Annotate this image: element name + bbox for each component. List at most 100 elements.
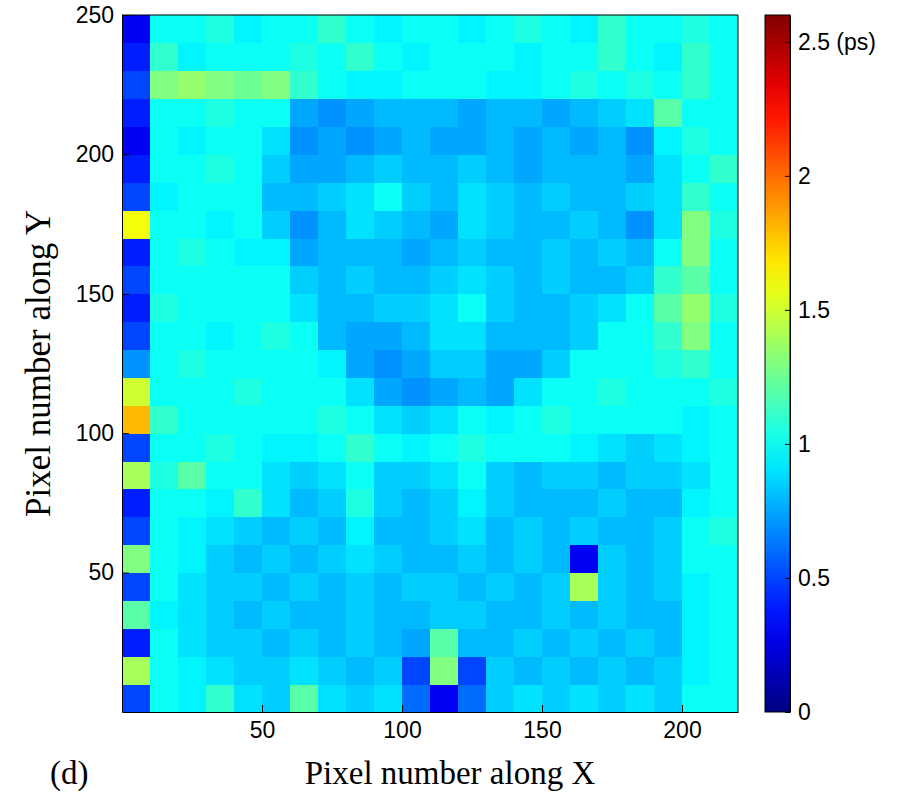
heat-cell: [654, 43, 683, 71]
heat-cell: [626, 433, 655, 461]
heat-cell: [570, 517, 599, 545]
colorbar-tick-label: 1.5: [798, 297, 830, 323]
heat-cell: [178, 545, 207, 573]
heat-cell: [346, 656, 375, 684]
heat-cell: [486, 182, 515, 210]
heat-cell: [206, 71, 235, 99]
heat-cell: [458, 238, 487, 266]
heat-cell: [234, 461, 263, 489]
heat-cell: [402, 573, 431, 601]
heat-cell: [262, 238, 291, 266]
heat-cell: [178, 322, 207, 350]
heat-cell: [318, 350, 347, 378]
heat-cell: [430, 517, 459, 545]
heat-cell: [234, 127, 263, 155]
heat-cell: [150, 350, 179, 378]
heat-cell: [626, 545, 655, 573]
heat-cell: [402, 517, 431, 545]
heat-cell: [318, 182, 347, 210]
heat-cell: [262, 656, 291, 684]
heat-cell: [430, 684, 459, 712]
heat-cell: [710, 99, 738, 127]
heat-cell: [570, 628, 599, 656]
heat-cell: [626, 99, 655, 127]
heat-cell: [122, 322, 151, 350]
heat-cell: [234, 210, 263, 238]
heat-cell: [290, 322, 319, 350]
heat-cell: [430, 322, 459, 350]
heat-cell: [682, 461, 711, 489]
heat-cell: [290, 600, 319, 628]
heat-cell: [402, 405, 431, 433]
heat-cell: [486, 573, 515, 601]
heat-cell: [262, 154, 291, 182]
heat-cell: [710, 210, 738, 238]
heat-cell: [402, 210, 431, 238]
heat-cell: [206, 489, 235, 517]
heat-cell: [346, 433, 375, 461]
heat-cell: [150, 154, 179, 182]
x-tick-label: 50: [250, 717, 276, 743]
heat-cell: [234, 656, 263, 684]
y-tick-mark: [122, 573, 129, 574]
heat-cell: [654, 545, 683, 573]
heat-cell: [178, 684, 207, 712]
heat-cell: [682, 517, 711, 545]
heat-cell: [542, 99, 571, 127]
x-axis-line: [123, 712, 739, 713]
heat-cell: [122, 127, 151, 155]
heat-cell: [402, 154, 431, 182]
heat-cell: [178, 517, 207, 545]
heat-cell: [122, 433, 151, 461]
heat-cell: [514, 99, 543, 127]
heat-cell: [430, 377, 459, 405]
heat-cell: [430, 656, 459, 684]
heat-cell: [626, 600, 655, 628]
heat-cell: [346, 600, 375, 628]
heat-cell: [458, 573, 487, 601]
heat-cell: [598, 15, 627, 43]
heat-cell: [626, 154, 655, 182]
heat-cell: [318, 656, 347, 684]
heat-cell: [318, 15, 347, 43]
heat-cell: [206, 628, 235, 656]
heat-cell: [374, 628, 403, 656]
heat-cell: [654, 517, 683, 545]
heat-cell: [262, 684, 291, 712]
heat-cell: [150, 15, 179, 43]
heat-cell: [654, 573, 683, 601]
heat-cell: [346, 489, 375, 517]
y-tick-label: 200: [76, 141, 114, 167]
heat-cell: [710, 461, 738, 489]
y-tick-label: 50: [88, 559, 114, 585]
heat-cell: [710, 266, 738, 294]
heat-cell: [430, 294, 459, 322]
heat-cell: [346, 238, 375, 266]
frame-top: [122, 15, 738, 16]
heat-cell: [458, 210, 487, 238]
heat-cell: [346, 573, 375, 601]
heat-cell: [570, 266, 599, 294]
heat-cell: [682, 15, 711, 43]
heat-cell: [598, 461, 627, 489]
heat-cell: [122, 656, 151, 684]
heat-cell: [262, 15, 291, 43]
panel-label: (d): [50, 755, 88, 792]
y-tick-label: 100: [76, 420, 114, 446]
colorbar-tick: 0: [785, 699, 811, 725]
colorbar-tick: 1: [785, 431, 811, 457]
heat-cell: [682, 600, 711, 628]
heat-cell: [626, 238, 655, 266]
heat-cell: [598, 517, 627, 545]
heat-cell: [178, 433, 207, 461]
heat-cell: [178, 294, 207, 322]
heat-cell: [150, 182, 179, 210]
heat-cell: [430, 99, 459, 127]
heat-cell: [150, 517, 179, 545]
colorbar-tick-mark: [785, 310, 790, 311]
heat-cell: [150, 294, 179, 322]
heat-cell: [122, 573, 151, 601]
heat-cell: [710, 433, 738, 461]
heat-cell: [402, 684, 431, 712]
heat-cell: [458, 350, 487, 378]
